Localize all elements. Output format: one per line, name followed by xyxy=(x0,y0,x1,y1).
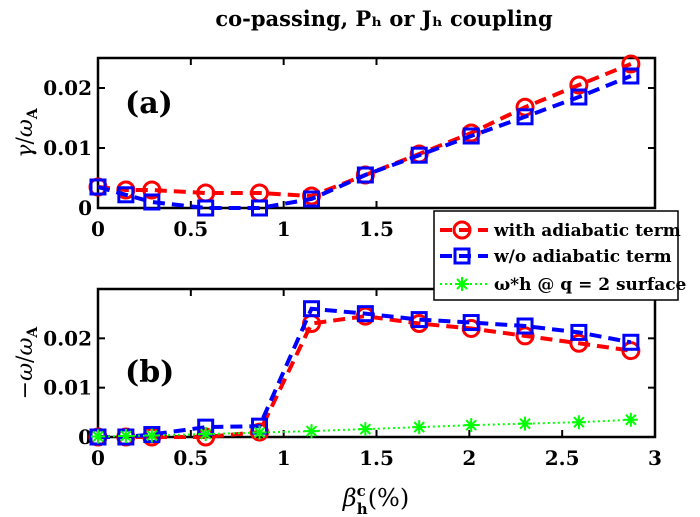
panel-a-y-axis-label: γ/ωA xyxy=(13,107,41,158)
x-tick-label: 3 xyxy=(648,446,662,470)
panel-b-ticks: 0 0.5 1 1.5 2 2.5 3 0 0.01 0.02 xyxy=(43,289,662,470)
y-tick-label: 0.01 xyxy=(43,136,92,160)
data-point-star xyxy=(252,425,267,440)
y-tick-label: 0 xyxy=(78,425,92,449)
data-point-square xyxy=(117,186,135,204)
x-tick-label: 0.5 xyxy=(173,446,208,470)
data-point-square xyxy=(462,127,480,145)
x-tick-label: 1 xyxy=(277,446,291,470)
y-tick-label: 0.02 xyxy=(43,76,92,100)
data-point-circle xyxy=(621,54,641,74)
data-point-square xyxy=(356,166,374,184)
y-tick-label: 0.02 xyxy=(43,326,92,350)
data-point-square xyxy=(303,190,321,208)
data-point-star xyxy=(464,418,479,433)
data-point-square xyxy=(251,199,269,217)
legend-items: with adiabatic term w/o adiabatic term ω*h… xyxy=(440,220,687,295)
data-point-square xyxy=(89,178,107,196)
data-point-square xyxy=(197,199,215,217)
data-point-square xyxy=(303,300,321,318)
data-point-star xyxy=(144,428,159,443)
panel-b-y-axis-label: −ω/ωA xyxy=(13,326,41,400)
y-tick-label: 0 xyxy=(78,196,92,220)
x-tick-label: 1.5 xyxy=(359,217,394,241)
legend-label: with adiabatic term xyxy=(493,221,681,241)
data-point-square xyxy=(570,88,588,106)
x-tick-label: 0 xyxy=(91,446,105,470)
legend-box xyxy=(433,210,679,301)
panel-a-ticks: 0 0.5 1 1.5 0 0.01 0.02 xyxy=(43,58,655,241)
panel-a-label: (a) xyxy=(125,86,173,121)
data-point-square xyxy=(143,193,161,211)
data-point-star xyxy=(198,427,213,442)
data-point-star xyxy=(412,420,427,435)
legend: with adiabatic term w/o adiabatic term ω*h… xyxy=(433,210,687,301)
data-point-square xyxy=(462,314,480,332)
legend-label: w/o adiabatic term xyxy=(493,247,672,267)
panel-a-axes-frame xyxy=(96,56,657,210)
x-tick-label: 0 xyxy=(91,217,105,241)
x-tick-label: 1.5 xyxy=(359,446,394,470)
series-line xyxy=(98,314,632,439)
data-point-star xyxy=(358,422,373,437)
data-point-square xyxy=(410,311,428,329)
data-point-star xyxy=(571,415,586,430)
chart-title: co-passing, Pₕ or Jₕ coupling xyxy=(215,6,553,31)
data-point-star xyxy=(304,424,319,439)
legend-label: ω*h @ q = 2 surface xyxy=(494,275,687,295)
x-tick-label: 0.5 xyxy=(173,217,208,241)
data-point-square xyxy=(516,317,534,335)
panel-b-label: (b) xyxy=(125,355,174,390)
legend-marker xyxy=(453,247,471,265)
x-axis-label: βc h(%) xyxy=(342,482,409,517)
x-tick-label: 2.5 xyxy=(545,446,580,470)
data-point-circle xyxy=(569,333,589,353)
series-line xyxy=(97,62,632,199)
legend-marker xyxy=(455,277,469,291)
data-point-square xyxy=(356,305,374,323)
legend-marker xyxy=(452,220,472,240)
x-tick-label: 1 xyxy=(277,217,291,241)
data-point-star xyxy=(518,416,533,431)
y-tick-label: 0.01 xyxy=(43,376,92,400)
data-point-circle xyxy=(569,75,589,95)
data-point-square xyxy=(570,323,588,341)
data-point-star xyxy=(118,429,133,444)
data-point-square xyxy=(516,108,534,126)
data-point-square xyxy=(622,333,640,351)
data-point-star xyxy=(623,412,638,427)
data-point-star xyxy=(91,429,105,444)
panel-b-axes-frame xyxy=(96,287,657,439)
panel-a-plot xyxy=(88,54,641,217)
x-tick-label: 2 xyxy=(462,446,476,470)
panel-b-plot xyxy=(88,300,641,447)
series-line xyxy=(97,418,631,438)
data-point-square xyxy=(410,146,428,164)
data-point-square xyxy=(622,67,640,85)
data-point-circle xyxy=(142,180,162,200)
